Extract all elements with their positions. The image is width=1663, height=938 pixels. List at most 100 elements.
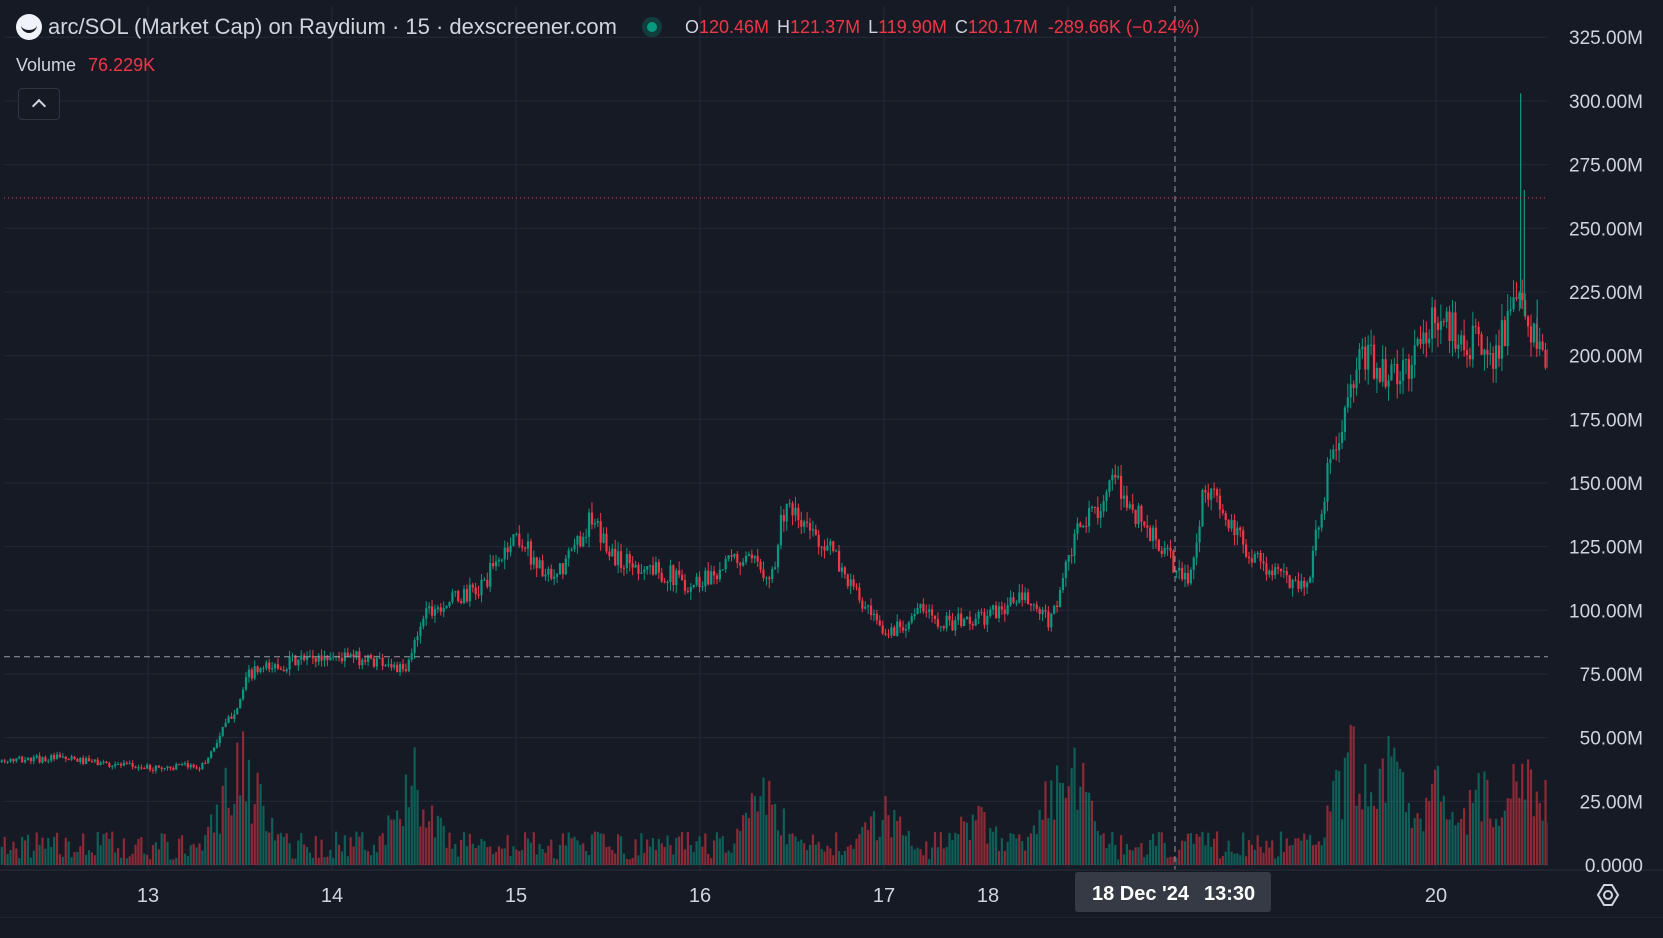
- volume-bar: [893, 810, 896, 865]
- candle-body: [820, 546, 823, 548]
- candle-body: [1529, 326, 1533, 343]
- volume-bar: [300, 833, 303, 865]
- volume-bar: [884, 796, 887, 865]
- price-tick-label: 100.00M: [1569, 601, 1643, 622]
- candle-body: [1163, 547, 1166, 554]
- candle-body: [358, 651, 361, 666]
- volume-bar: [445, 847, 448, 865]
- volume-bar: [858, 834, 861, 865]
- candle-body: [1146, 525, 1149, 528]
- candle-body: [163, 767, 166, 769]
- change-value: -289.66K (−0.24%): [1047, 16, 1200, 37]
- candle-body: [835, 550, 838, 552]
- candle-body: [875, 613, 878, 621]
- volume-bar: [407, 807, 410, 865]
- candle-body: [861, 600, 864, 609]
- volume-bar: [410, 785, 413, 865]
- collapse-legend-button[interactable]: [18, 88, 60, 120]
- candle-body: [1544, 349, 1547, 368]
- candle-body: [1099, 511, 1102, 518]
- volume-bar: [547, 845, 550, 865]
- volume-bar: [1352, 726, 1355, 865]
- volume-bar: [462, 832, 466, 865]
- volume-bar: [846, 846, 849, 865]
- candle-body: [1274, 567, 1277, 576]
- candle-body: [1058, 589, 1062, 608]
- ohlc-readout: O 120.46M H 121.37M L 119.90M C 120.17M …: [685, 17, 1200, 38]
- volume-bar: [541, 848, 544, 865]
- volume-bar: [76, 851, 79, 865]
- candle-body: [35, 755, 38, 758]
- volume-bar: [683, 849, 687, 865]
- candle-body: [1157, 539, 1160, 551]
- candle-body: [948, 615, 951, 621]
- volume-bar: [529, 842, 533, 865]
- volume-bar: [79, 846, 82, 865]
- volume-bar: [416, 789, 419, 865]
- candle-body: [884, 633, 887, 635]
- candle-body: [53, 755, 56, 759]
- candle-body: [648, 565, 652, 567]
- volume-bar: [837, 851, 841, 865]
- candle-body: [393, 664, 396, 668]
- candle-body: [1236, 527, 1239, 536]
- volume-bar: [727, 850, 730, 865]
- volume-bar: [143, 853, 146, 865]
- candle-body: [561, 563, 564, 575]
- volume-bar: [823, 851, 826, 865]
- volume-bar: [1044, 781, 1047, 865]
- volume-bar: [643, 852, 646, 865]
- candle-body: [582, 537, 585, 547]
- candle-body: [1413, 345, 1416, 365]
- candle-body: [1422, 332, 1425, 344]
- candle-body: [965, 616, 969, 620]
- volume-bar: [968, 840, 971, 865]
- candle-body: [689, 587, 692, 592]
- volume-bar: [1387, 735, 1390, 865]
- candle-body: [1006, 605, 1009, 614]
- price-tick-label: 275.00M: [1569, 156, 1643, 177]
- volume-bar: [1117, 859, 1120, 865]
- volume-bar: [29, 857, 32, 865]
- candle-body: [599, 521, 602, 543]
- candle-body: [573, 544, 576, 550]
- candle-body: [1352, 384, 1355, 389]
- candle-body: [1015, 602, 1018, 604]
- volume-bar: [1451, 811, 1454, 865]
- candle-body: [640, 572, 643, 574]
- chart-settings-button[interactable]: [1595, 882, 1621, 908]
- candle-body: [294, 655, 297, 666]
- candle-body: [367, 654, 370, 662]
- candle-body: [1000, 606, 1003, 610]
- candle-body: [1486, 349, 1489, 355]
- candle-body: [1247, 556, 1251, 559]
- volume-bar: [678, 836, 681, 865]
- candle-body: [1465, 350, 1469, 356]
- candle-body: [311, 655, 314, 659]
- volume-bar: [6, 854, 9, 865]
- volume-bar: [1122, 854, 1126, 865]
- candle-body: [32, 757, 35, 762]
- volume-bar: [285, 833, 288, 865]
- volume-bar: [704, 833, 707, 865]
- volume-bar: [983, 812, 986, 865]
- candle-body: [1480, 334, 1483, 355]
- candle-body: [759, 561, 762, 570]
- candle-body: [567, 550, 570, 559]
- volume-bar: [910, 845, 913, 865]
- volume-bar: [131, 853, 134, 865]
- candle-body: [1320, 514, 1323, 528]
- candle-body: [643, 569, 646, 573]
- candle-body: [864, 606, 867, 609]
- volume-bar: [1093, 821, 1097, 865]
- candle-body: [1047, 611, 1050, 628]
- volume-bar: [1166, 857, 1169, 865]
- candle-body: [928, 609, 931, 612]
- volume-bar: [375, 852, 378, 865]
- volume-bar: [718, 838, 721, 865]
- candle-body: [471, 584, 474, 588]
- candle-body: [428, 606, 431, 609]
